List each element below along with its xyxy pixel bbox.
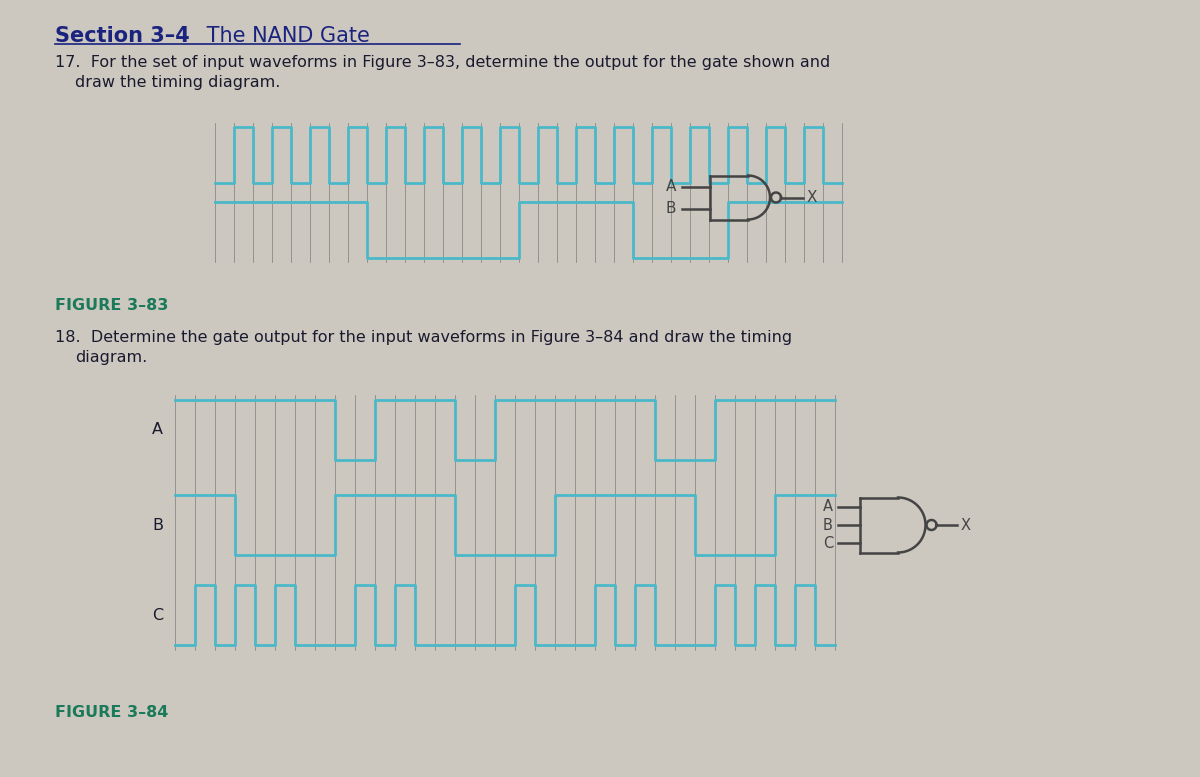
Text: X: X <box>808 190 817 205</box>
Text: 17.  For the set of input waveforms in Figure 3–83, determine the output for the: 17. For the set of input waveforms in Fi… <box>55 55 830 70</box>
Text: 18.  Determine the gate output for the input waveforms in Figure 3–84 and draw t: 18. Determine the gate output for the in… <box>55 330 792 345</box>
Text: draw the timing diagram.: draw the timing diagram. <box>74 75 281 90</box>
Text: B: B <box>666 201 676 216</box>
Text: X: X <box>960 517 971 532</box>
Text: The NAND Gate: The NAND Gate <box>200 26 370 46</box>
Text: Section 3–4: Section 3–4 <box>55 26 190 46</box>
Text: C: C <box>823 536 833 551</box>
Text: C: C <box>152 608 163 622</box>
Text: A: A <box>823 499 833 514</box>
Text: FIGURE 3–84: FIGURE 3–84 <box>55 705 168 720</box>
Text: A: A <box>666 179 676 194</box>
Text: B: B <box>152 517 163 532</box>
Text: FIGURE 3–83: FIGURE 3–83 <box>55 298 168 313</box>
Text: diagram.: diagram. <box>74 350 148 365</box>
Text: A: A <box>152 423 163 437</box>
Text: B: B <box>823 517 833 532</box>
